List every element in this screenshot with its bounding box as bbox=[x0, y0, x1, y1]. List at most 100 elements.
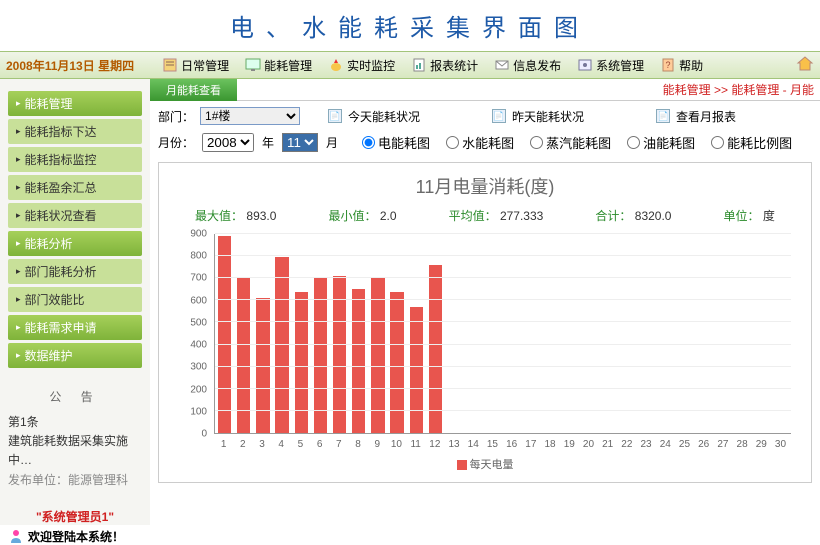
chart-stats: 最大值： 893.0 最小值： 2.0 平均值： 277.333 合计： 832… bbox=[169, 207, 801, 224]
radio-label: 蒸汽能耗图 bbox=[546, 133, 611, 152]
home-button[interactable] bbox=[796, 55, 814, 76]
radio-input[interactable] bbox=[362, 136, 375, 149]
sidebar-item[interactable]: ▸能耗指标监控 bbox=[8, 147, 142, 172]
sidebar-item[interactable]: ▸ 能耗需求申请 bbox=[8, 315, 142, 340]
sidebar-item[interactable]: ▸能耗分析 bbox=[8, 231, 142, 256]
menu-energy-mgmt[interactable]: 能耗管理 bbox=[245, 57, 312, 74]
x-tick: 30 bbox=[771, 436, 790, 454]
y-tick: 700 bbox=[190, 273, 207, 284]
stat-avg-val: 277.333 bbox=[500, 209, 543, 223]
svg-text:?: ? bbox=[666, 60, 671, 70]
menu-info[interactable]: 信息发布 bbox=[494, 57, 561, 74]
bar-slot bbox=[733, 234, 752, 433]
menu-report[interactable]: 报表统计 bbox=[411, 57, 478, 74]
announcement-box: 公 告 第1条 建筑能耗数据采集实施中… 发布单位：能源管理科 bbox=[8, 388, 142, 490]
grid-line bbox=[215, 410, 791, 411]
menu-realtime[interactable]: 实时监控 bbox=[328, 57, 395, 74]
monthly-report-link[interactable]: 查看月报表 bbox=[676, 108, 736, 125]
x-tick: 9 bbox=[368, 436, 387, 454]
x-tick: 21 bbox=[598, 436, 617, 454]
x-tick: 20 bbox=[579, 436, 598, 454]
y-tick: 900 bbox=[190, 229, 207, 240]
tab-monthly-view[interactable]: 月能耗查看 bbox=[150, 79, 237, 101]
monitor-icon bbox=[245, 57, 261, 73]
bar bbox=[410, 307, 423, 433]
bar-slot bbox=[579, 234, 598, 433]
bar-slot bbox=[464, 234, 483, 433]
chevron-right-icon: ▸ bbox=[16, 98, 21, 109]
sidebar-item[interactable]: ▸ 能耗管理 bbox=[8, 91, 142, 116]
login-username: "系统管理员1" bbox=[8, 508, 142, 525]
report-icon bbox=[411, 57, 427, 73]
x-tick: 10 bbox=[387, 436, 406, 454]
radio-label: 能耗比例图 bbox=[727, 133, 792, 152]
sidebar-item-label: 能耗指标监控 bbox=[25, 151, 97, 168]
x-tick: 25 bbox=[675, 436, 694, 454]
chart-type-radio[interactable]: 油能耗图 bbox=[627, 133, 695, 152]
chart-plot-area: 0100200300400500600700800900 12345678910… bbox=[179, 234, 791, 454]
chart-type-radio[interactable]: 能耗比例图 bbox=[711, 133, 792, 152]
bar bbox=[352, 289, 365, 433]
bar-slot bbox=[388, 234, 407, 433]
radio-input[interactable] bbox=[446, 136, 459, 149]
dept-select[interactable]: 1#楼 bbox=[200, 107, 300, 125]
bar-slot bbox=[273, 234, 292, 433]
bar-slot bbox=[426, 234, 445, 433]
sidebar-item-label: 能耗指标下达 bbox=[25, 123, 97, 140]
stat-sum-label: 合计： bbox=[595, 209, 631, 223]
yesterday-link[interactable]: 昨天能耗状况 bbox=[512, 108, 584, 125]
chart-type-radio[interactable]: 水能耗图 bbox=[446, 133, 514, 152]
chevron-right-icon: ▸ bbox=[16, 322, 21, 333]
login-status: "系统管理员1" 欢迎登陆本系统！ bbox=[0, 508, 150, 545]
sidebar-item[interactable]: ▸能耗盈余汇总 bbox=[8, 175, 142, 200]
bar-slot bbox=[598, 234, 617, 433]
bar-slot bbox=[483, 234, 502, 433]
bar bbox=[275, 257, 288, 433]
sidebar-item[interactable]: ▸能耗状况查看 bbox=[8, 203, 142, 228]
legend-label: 每天电量 bbox=[470, 459, 514, 471]
breadcrumb: 能耗管理 >> 能耗管理 - 月能 bbox=[663, 81, 820, 98]
stat-unit-label: 单位： bbox=[724, 209, 760, 223]
month-select[interactable]: 11 bbox=[282, 133, 318, 152]
sidebar-item[interactable]: ▸部门能耗分析 bbox=[8, 259, 142, 284]
menu-system[interactable]: 系统管理 bbox=[577, 57, 644, 74]
bar-slot bbox=[253, 234, 272, 433]
x-tick: 17 bbox=[521, 436, 540, 454]
radio-input[interactable] bbox=[530, 136, 543, 149]
calendar-icon: 📄 bbox=[656, 109, 670, 123]
menu-label: 能耗管理 bbox=[264, 57, 312, 74]
bar-slot bbox=[675, 234, 694, 433]
main-area: ▸能耗管理▸能耗指标下达▸能耗指标监控▸能耗盈余汇总▸能耗状况查看▸能耗分析▸部… bbox=[0, 79, 820, 525]
filter-row-1: 部门： 1#楼 📄 今天能耗状况 📄 昨天能耗状况 📄 查看月报表 bbox=[150, 101, 820, 131]
sidebar-item-label: 部门效能比 bbox=[25, 291, 85, 308]
menu-help[interactable]: ? 帮助 bbox=[660, 57, 703, 74]
x-tick: 5 bbox=[291, 436, 310, 454]
sidebar-item-label: 部门能耗分析 bbox=[25, 263, 97, 280]
sidebar-item-label: 能耗管理 bbox=[25, 95, 73, 112]
x-axis: 1234567891011121314151617181920212223242… bbox=[214, 436, 791, 454]
grid-line bbox=[215, 233, 791, 234]
sidebar-item[interactable]: ▸部门效能比 bbox=[8, 287, 142, 312]
y-tick: 100 bbox=[190, 406, 207, 417]
menu-label: 帮助 bbox=[679, 57, 703, 74]
x-tick: 26 bbox=[694, 436, 713, 454]
bar-slot bbox=[618, 234, 637, 433]
radio-input[interactable] bbox=[627, 136, 640, 149]
year-select[interactable]: 2008 bbox=[202, 133, 254, 152]
today-link[interactable]: 今天能耗状况 bbox=[348, 108, 420, 125]
grid-line bbox=[215, 299, 791, 300]
bar-slot bbox=[522, 234, 541, 433]
sidebar-item-label: 能耗需求申请 bbox=[25, 319, 97, 336]
chart-type-radio[interactable]: 电能耗图 bbox=[362, 133, 430, 152]
menu-daily-mgmt[interactable]: 日常管理 bbox=[162, 57, 229, 74]
bar-slot bbox=[215, 234, 234, 433]
chart-type-radio[interactable]: 蒸汽能耗图 bbox=[530, 133, 611, 152]
sidebar-item[interactable]: ▸数据维护 bbox=[8, 343, 142, 368]
y-tick: 400 bbox=[190, 340, 207, 351]
radio-input[interactable] bbox=[711, 136, 724, 149]
mail-icon bbox=[494, 57, 510, 73]
bar-slot bbox=[771, 234, 790, 433]
sidebar-item[interactable]: ▸能耗指标下达 bbox=[8, 119, 142, 144]
stat-min-label: 最小值： bbox=[328, 209, 376, 223]
announcement-title: 公 告 bbox=[8, 388, 142, 405]
